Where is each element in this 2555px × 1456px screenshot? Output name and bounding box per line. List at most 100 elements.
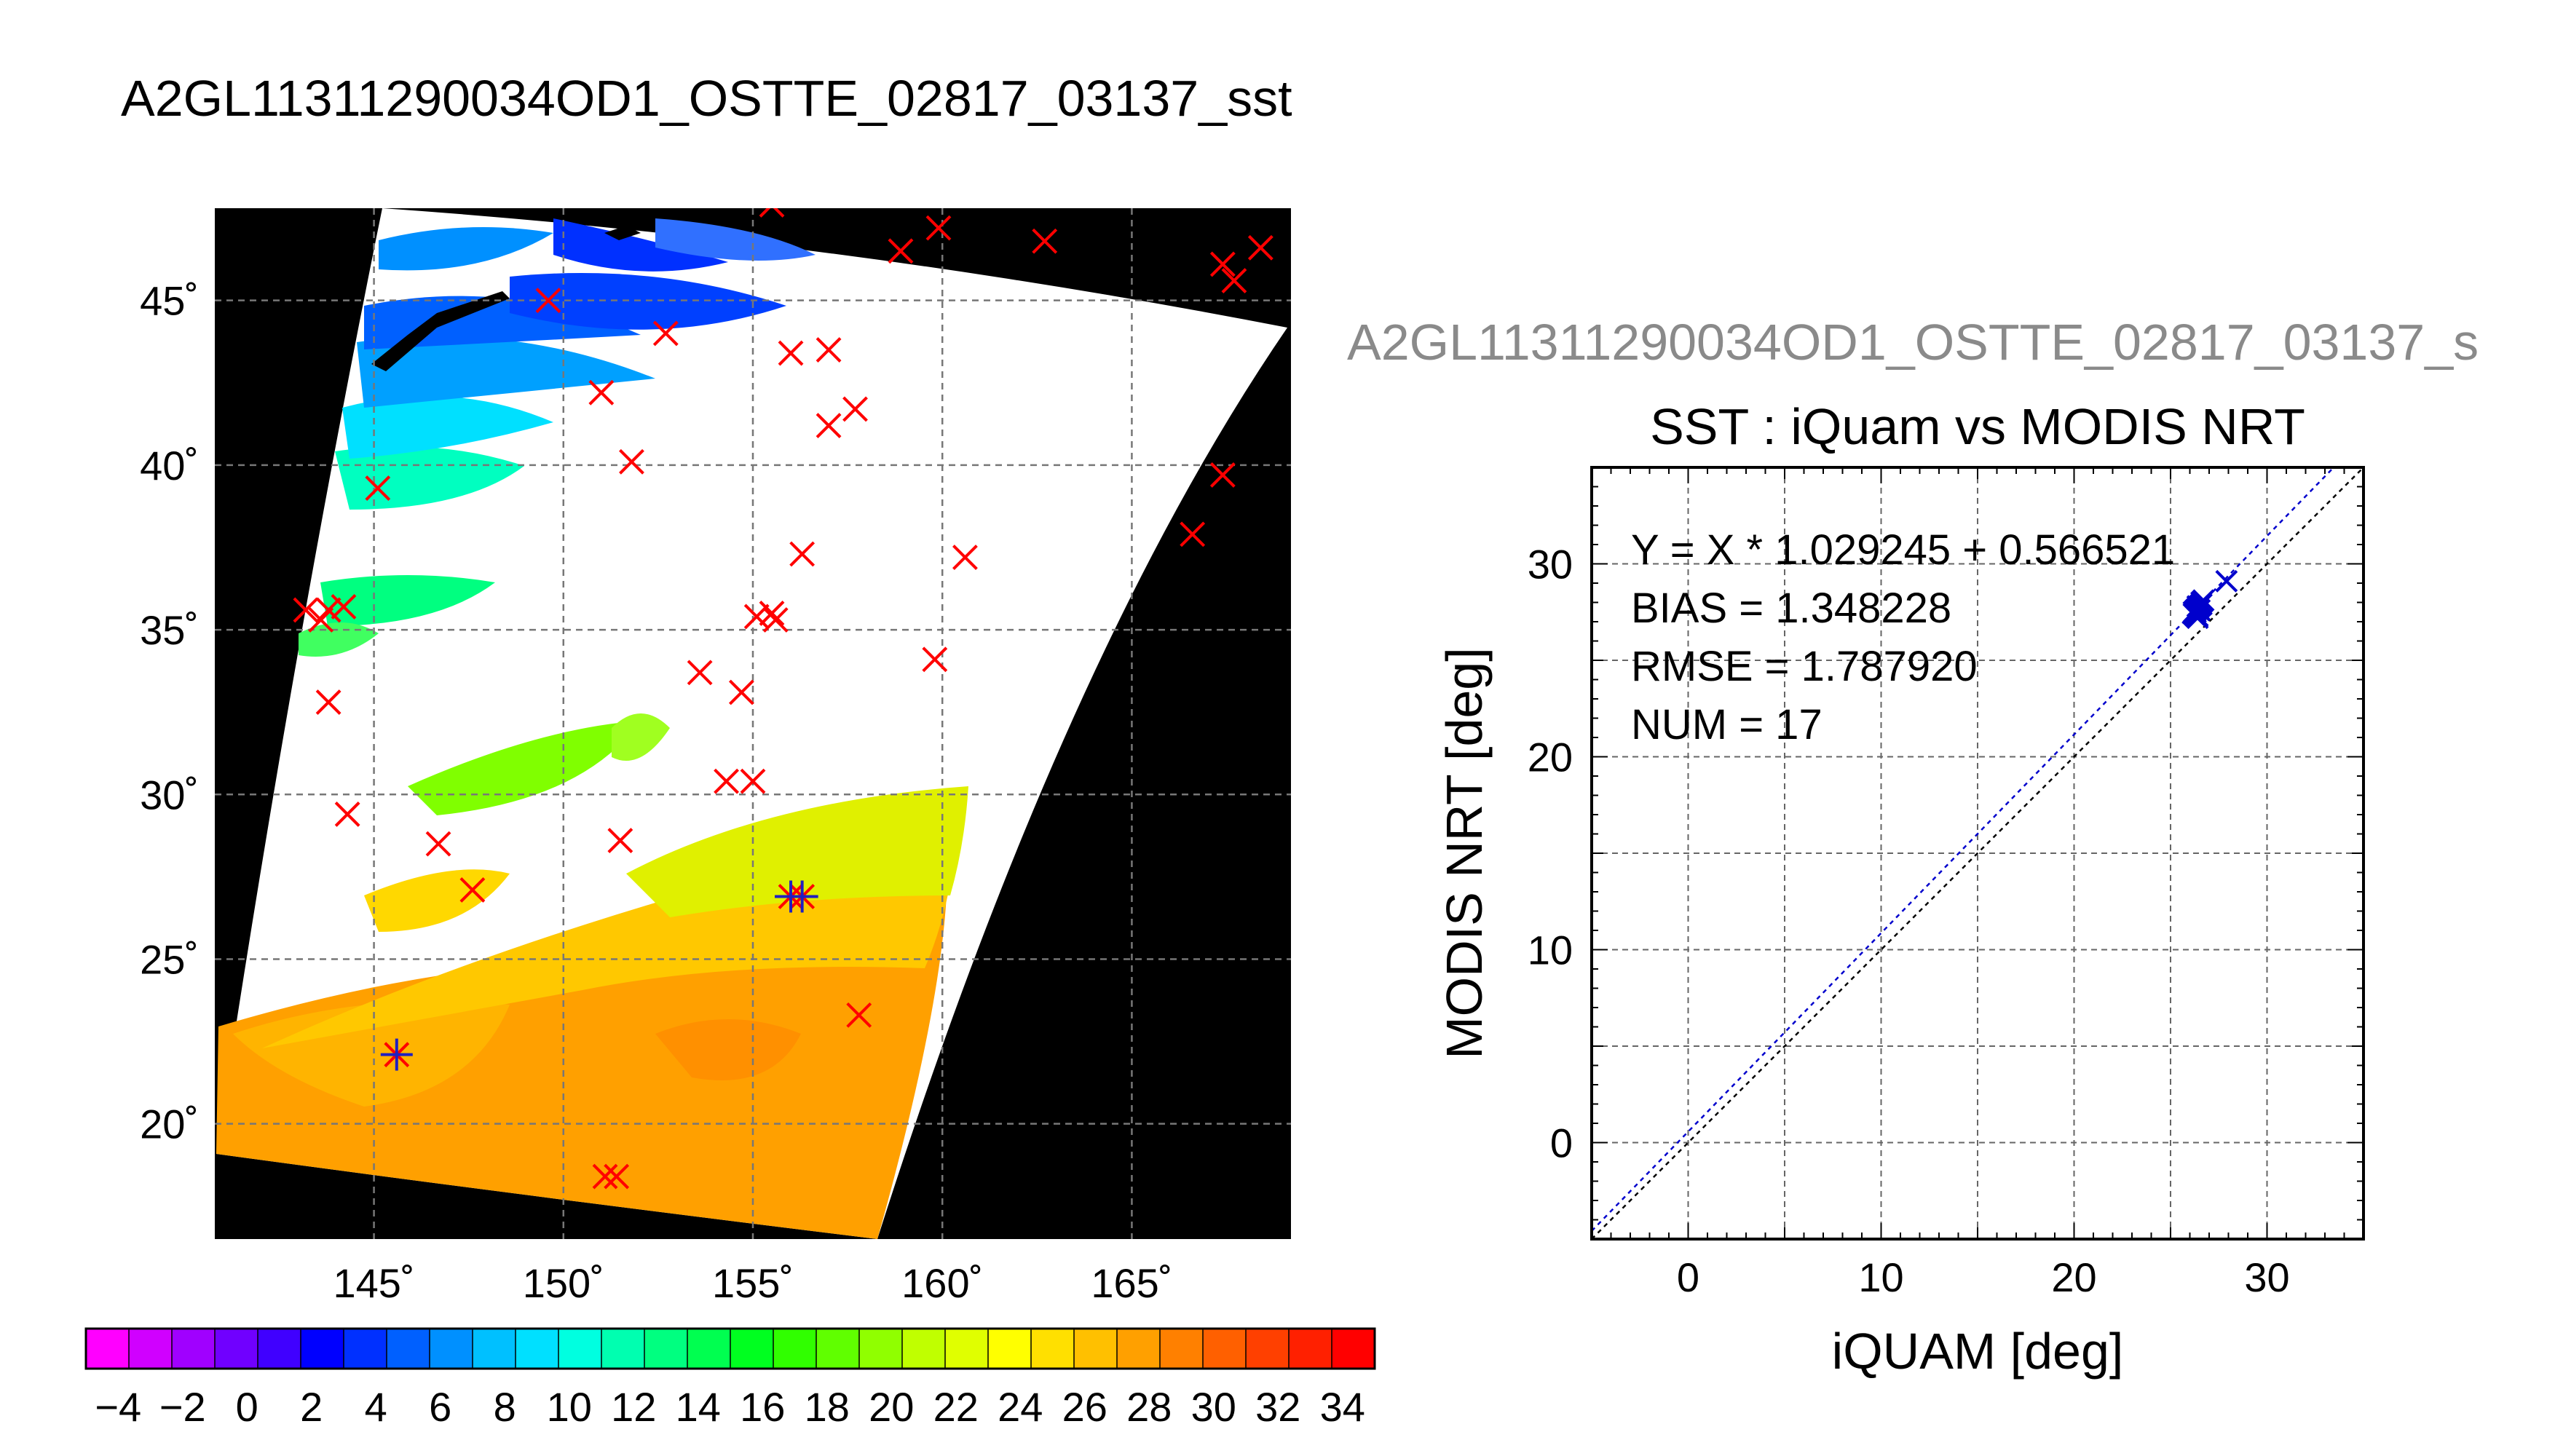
matchup-red (334, 801, 360, 827)
colorbar-tick-label: 18 (805, 1384, 850, 1430)
scatter-annotations: Y = X * 1.029245 + 0.566521 BIAS = 1.348… (1631, 526, 2175, 748)
matchup-red (1247, 234, 1273, 261)
scatter-plot: SST : iQuam vs MODIS NRT 0 10 20 30 0 10 20 30… (1436, 398, 2365, 1380)
colorbar-tick-label: 12 (611, 1384, 656, 1430)
identity-line (1592, 467, 2364, 1239)
matchup-red-stroke (925, 215, 952, 241)
matchup-red (816, 337, 842, 363)
lat-tick-label: 20˚ (140, 1101, 199, 1147)
matchup-red-stroke (535, 288, 561, 314)
matchup-red (888, 238, 914, 264)
colorbar-tick-label: 34 (1320, 1384, 1365, 1430)
matchup-blue (786, 880, 818, 913)
colorbar-cell (215, 1329, 258, 1369)
colorbar-tick-label: 14 (676, 1384, 721, 1430)
scatter-point (2189, 593, 2213, 616)
matchup-red (592, 1163, 618, 1190)
matchup-red-stroke (759, 208, 771, 218)
matchup-red-stroke (425, 831, 451, 857)
matchup-red (1221, 268, 1247, 293)
matchup-red (846, 1002, 872, 1028)
matchup-red-stroke (714, 768, 739, 794)
main-title: A2GL11311290034OD1_OSTTE_02817_03137_sst (121, 70, 1292, 127)
colorbar-cell (687, 1329, 731, 1369)
matchup-red (588, 379, 615, 405)
colorbar-cell (601, 1329, 645, 1369)
y-tick-label: 30 (1528, 542, 1573, 587)
colorbar-cell (1246, 1329, 1290, 1369)
colorbar-tick-label: 22 (933, 1384, 979, 1430)
colorbar-tick-label: 2 (300, 1384, 323, 1430)
colorbar-cell (816, 1329, 860, 1369)
map-longitude-labels: 145˚ 150˚ 155˚ 160˚ 165˚ (333, 1260, 1173, 1306)
colorbar-tick-label: 28 (1126, 1384, 1172, 1430)
lon-tick-label: 165˚ (1091, 1260, 1172, 1306)
annotation-bias: BIAS = 1.348228 (1631, 585, 1951, 632)
colorbar-cell (773, 1329, 817, 1369)
sst-map: 145˚ 150˚ 155˚ 160˚ 165˚ 45˚ 40˚ 35˚ 30˚ 25˚ 20˚ (140, 208, 1291, 1306)
matchup-red (619, 448, 644, 475)
matchup-red-stroke (315, 689, 341, 716)
scatter-y-tick-labels: 0 10 20 30 (1528, 542, 1573, 1166)
matchup-red-stroke (604, 1163, 630, 1190)
matchup-red-stroke (619, 448, 644, 475)
matchup-red (728, 679, 754, 705)
matchup-red (1209, 251, 1236, 277)
matchup-red (425, 831, 451, 857)
scatter-point-stroke (2189, 593, 2213, 616)
matchup-red (925, 215, 952, 241)
colorbar-tick-label: −4 (95, 1384, 141, 1430)
colorbar-cell (1160, 1329, 1204, 1369)
matchup-red (778, 340, 804, 366)
x-tick-label: 10 (1858, 1254, 1903, 1300)
x-tick-label: 20 (2051, 1254, 2096, 1300)
colorbar-cell (1117, 1329, 1161, 1369)
colorbar-cell (387, 1329, 430, 1369)
matchup-markers-red (293, 208, 1273, 1190)
x-tick-label: 30 (2244, 1254, 2289, 1300)
matchup-red (789, 541, 816, 567)
matchup-red-stroke (1180, 521, 1206, 547)
scatter-points (2182, 569, 2238, 630)
matchup-red-stroke (331, 593, 357, 620)
colorbar-tick-label: 26 (1062, 1384, 1107, 1430)
matchup-red-stroke (652, 320, 679, 347)
annotation-num: NUM = 17 (1631, 701, 1823, 748)
y-axis-label: MODIS NRT [deg] (1436, 647, 1493, 1059)
matchup-red-stroke (1032, 228, 1058, 254)
matchup-red-stroke (842, 396, 868, 422)
colorbar-cell (86, 1329, 130, 1369)
colorbar-cell (473, 1329, 516, 1369)
lon-tick-label: 160˚ (901, 1260, 983, 1306)
matchup-red-stroke (1209, 462, 1236, 488)
matchup-red (535, 288, 561, 314)
colorbar-cell (430, 1329, 473, 1369)
matchup-red-stroke (728, 679, 754, 705)
matchup-markers-blue (380, 880, 818, 1071)
matchup-red-stroke (740, 768, 766, 794)
matchup-red-stroke (922, 646, 948, 673)
colorbar-tick-label: 0 (236, 1384, 258, 1430)
matchup-red (293, 597, 319, 623)
colorbar-cell (558, 1329, 602, 1369)
annotation-rmse: RMSE = 1.787920 (1631, 643, 1978, 690)
scatter-point (2215, 569, 2238, 593)
colorbar-tick-label: 10 (547, 1384, 592, 1430)
scatter-point-stroke (2215, 569, 2238, 593)
matchup-red-stroke (846, 1002, 872, 1028)
lat-tick-label: 25˚ (140, 936, 199, 982)
matchup-red (652, 320, 679, 347)
matchup-red (816, 413, 842, 438)
colorbar-cell (172, 1329, 216, 1369)
lat-tick-label: 35˚ (140, 607, 199, 653)
matchup-red (331, 593, 357, 620)
matchup-blue (380, 1038, 413, 1071)
matchup-red (740, 768, 766, 794)
colorbar-tick-label: 24 (998, 1384, 1043, 1430)
matchup-red-stroke (952, 545, 978, 570)
y-tick-label: 20 (1528, 735, 1573, 780)
colorbar-frame (84, 1327, 1376, 1370)
matchup-red (315, 597, 341, 623)
matchup-red-stroke (1209, 251, 1236, 277)
